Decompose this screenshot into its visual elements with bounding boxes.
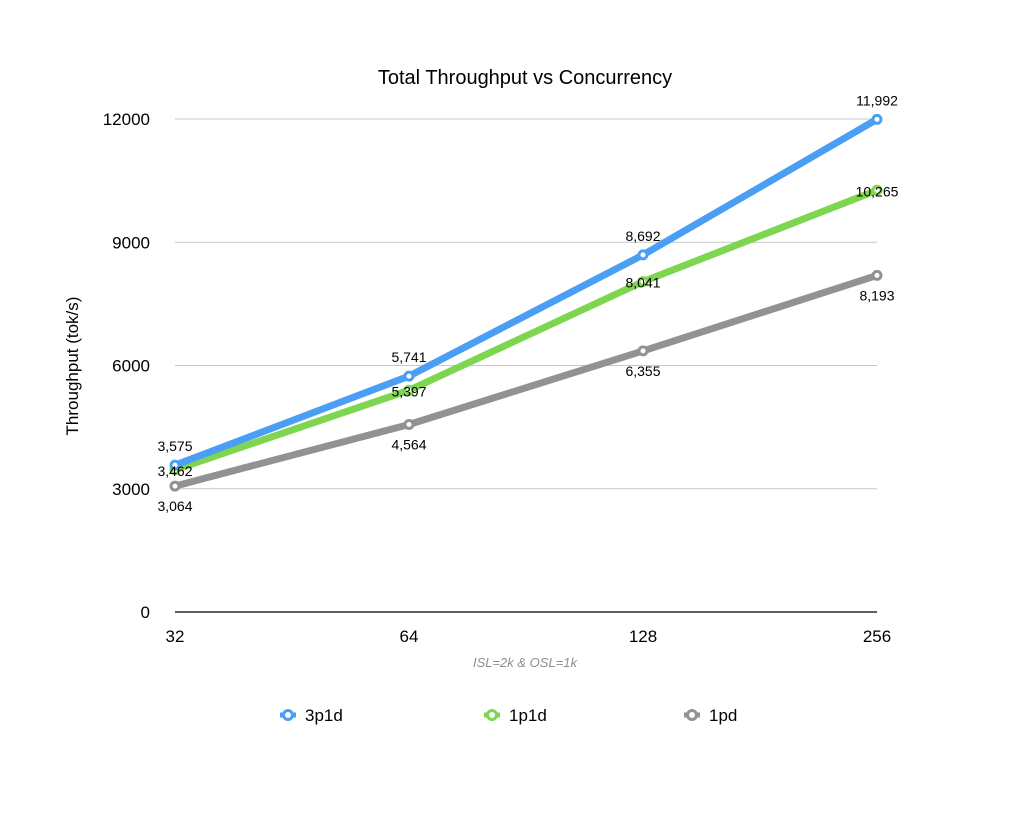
- y-tick-label: 9000: [112, 233, 150, 252]
- data-label-1p1d: 5,397: [391, 383, 426, 399]
- data-label-3p1d: 3,575: [157, 438, 192, 454]
- data-label-1p1d: 3,462: [157, 463, 192, 479]
- legend-marker-icon: [486, 709, 498, 721]
- chart-title: Total Throughput vs Concurrency: [378, 67, 672, 89]
- data-point-3p1d: [169, 459, 181, 471]
- y-tick-label: 12000: [103, 110, 150, 129]
- y-tick-label: 3000: [112, 480, 150, 499]
- legend-item-3p1d: 3p1d: [280, 706, 343, 725]
- data-label-3p1d: 11,992: [856, 92, 898, 108]
- data-point-3p1d: [403, 370, 415, 382]
- data-label-1pd: 6,355: [625, 363, 660, 379]
- data-label-1pd: 3,064: [157, 498, 192, 514]
- legend-label: 1p1d: [509, 706, 547, 725]
- y-tick-label: 6000: [112, 357, 150, 376]
- legend-label: 1pd: [709, 706, 737, 725]
- x-tick-label: 256: [863, 627, 891, 646]
- data-point-1p1d: [403, 384, 415, 396]
- data-point-1pd: [871, 269, 883, 281]
- x-tick-label: 64: [400, 627, 419, 646]
- x-tick-label: 32: [166, 627, 185, 646]
- legend-marker-icon: [686, 709, 698, 721]
- legend-marker-icon: [282, 709, 294, 721]
- x-tick-label: 128: [629, 627, 657, 646]
- data-point-3p1d: [871, 113, 883, 125]
- data-label-3p1d: 8,692: [625, 228, 660, 244]
- legend-label: 3p1d: [305, 706, 343, 725]
- series-line-1p1d: [171, 186, 881, 474]
- data-point-3p1d: [637, 249, 649, 261]
- data-point-1pd: [169, 480, 181, 492]
- data-label-1pd: 8,193: [859, 287, 894, 303]
- data-label-1pd: 4,564: [391, 436, 426, 452]
- data-point-1pd: [403, 418, 415, 430]
- legend-item-1pd: 1pd: [684, 706, 737, 725]
- y-tick-label: 0: [141, 603, 150, 622]
- legend-item-1p1d: 1p1d: [484, 706, 547, 725]
- data-label-3p1d: 5,741: [391, 349, 426, 365]
- data-label-1p1d: 10,265: [856, 183, 899, 199]
- y-axis-label: Throughput (tok/s): [63, 297, 82, 436]
- series-line-1pd: [171, 271, 881, 490]
- data-point-1pd: [637, 345, 649, 357]
- data-point-1p1d: [871, 184, 883, 196]
- data-point-1p1d: [637, 276, 649, 288]
- data-label-1p1d: 8,041: [625, 275, 660, 291]
- series-line-3p1d: [171, 115, 881, 469]
- x-axis-label: ISL=2k & OSL=1k: [473, 655, 579, 670]
